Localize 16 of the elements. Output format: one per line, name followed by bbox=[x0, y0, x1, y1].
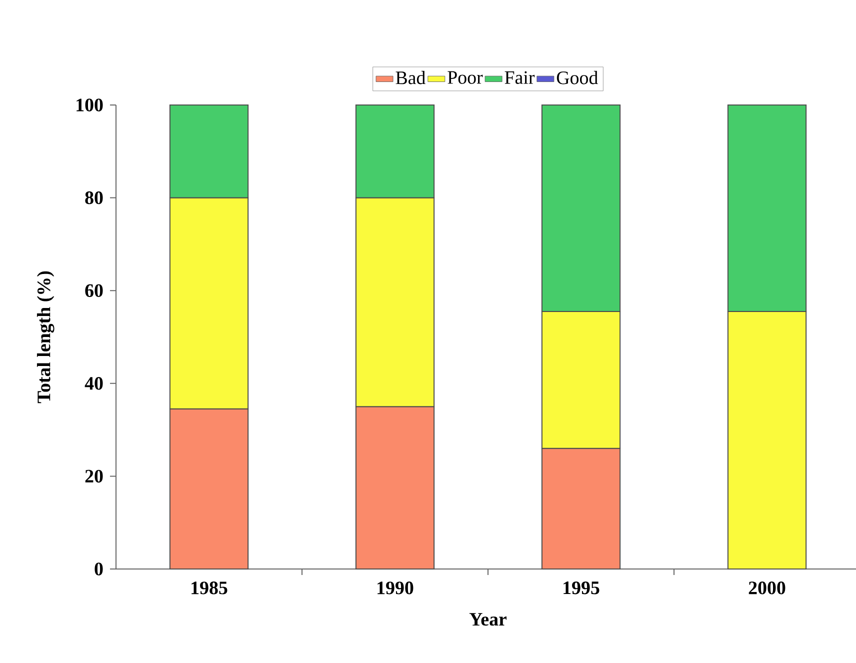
legend-label: Bad bbox=[396, 70, 426, 84]
y-tick-label: 80 bbox=[85, 191, 103, 204]
legend-label: Fair bbox=[504, 71, 535, 84]
y-axis-title: Total length (%) bbox=[36, 271, 54, 404]
x-axis-title: Year bbox=[469, 613, 507, 626]
x-tick-label: 1985 bbox=[192, 582, 228, 594]
y-tick-label: 100 bbox=[76, 98, 103, 112]
y-tick-label: 0 bbox=[94, 562, 103, 576]
x-tick-label: 2000 bbox=[748, 582, 786, 594]
x-tick-label: 1995 bbox=[564, 582, 600, 594]
legend-label: Good bbox=[556, 70, 598, 84]
y-tick-label: 20 bbox=[85, 470, 103, 483]
x-tick-label: 1990 bbox=[378, 582, 414, 594]
y-tick-label: 60 bbox=[85, 284, 103, 297]
y-tick-label: 40 bbox=[84, 377, 103, 390]
legend-label: Poor bbox=[448, 71, 483, 84]
